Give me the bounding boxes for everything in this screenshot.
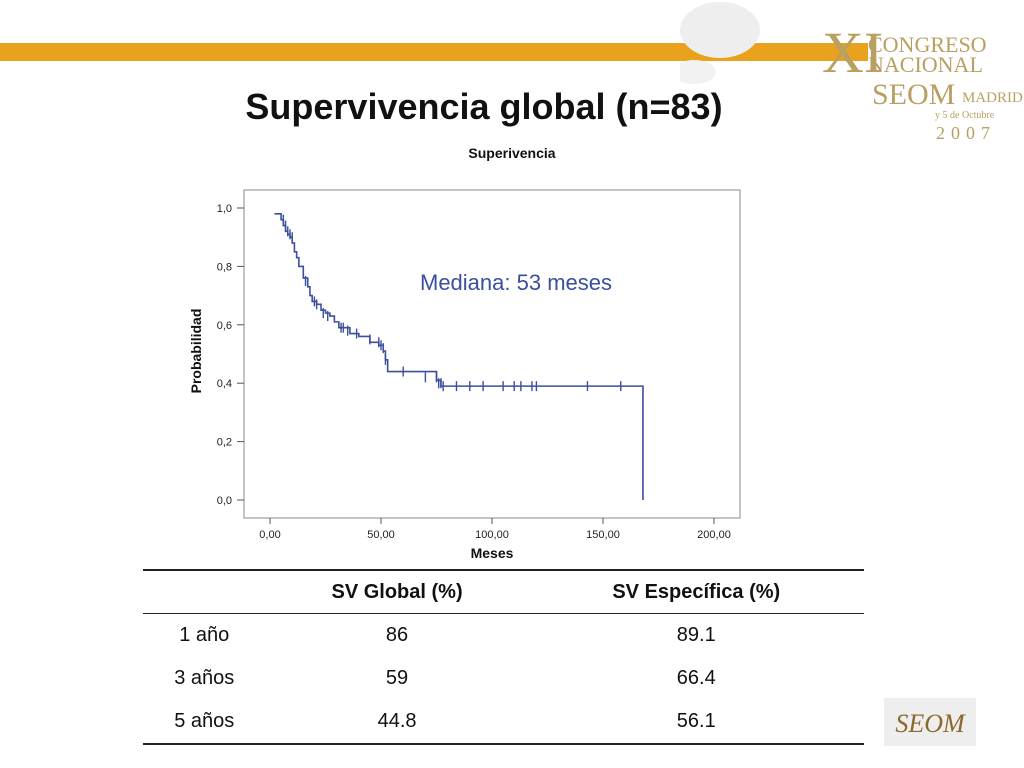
- chart-title: Superivencia: [468, 145, 555, 161]
- table-cell: 1 año: [179, 624, 230, 646]
- table-header-row: SV Global (%) SV Específica (%): [143, 569, 864, 614]
- slide-title: Supervivencia global (n=83): [245, 86, 723, 127]
- plot-frame: [243, 189, 741, 519]
- header-accent-bar: [0, 43, 868, 61]
- y-tick-label: 0,6: [217, 320, 232, 332]
- x-tick-label: 200,00: [697, 529, 731, 541]
- y-tick-label: 0,8: [217, 261, 232, 273]
- table-header-cell: SV Global (%): [265, 569, 529, 614]
- congress-line2: NACIONAL: [868, 52, 983, 77]
- table-row: 5 años 44.8 56.1: [143, 700, 864, 745]
- x-tick-label: 0,00: [259, 529, 280, 541]
- table-cell: 59: [385, 667, 409, 689]
- congress-line5: 2007: [936, 123, 996, 143]
- seom-logo-text: SEOM: [895, 709, 966, 738]
- y-tick-label: 0,0: [217, 495, 232, 507]
- congress-line4: y 5 de Octubre: [935, 110, 995, 121]
- axes: 0,00 50,00 100,00 150,00 200,00 0,0 0,2 0,4 0,6 0…: [217, 203, 731, 541]
- y-tick-label: 0,2: [217, 437, 232, 449]
- table-row: 3 años 59 66.4: [143, 657, 864, 700]
- logo-ornament: [680, 60, 716, 84]
- median-annotation: Mediana: 53 meses: [420, 270, 612, 295]
- y-axis-label: Probabilidad: [188, 309, 204, 394]
- table-cell: 3 años: [174, 667, 235, 689]
- x-tick-label: 100,00: [475, 529, 509, 541]
- y-tick-label: 1,0: [217, 203, 232, 215]
- congress-logo: XI CONGRESO NACIONAL SEOM MADRID y 5 de …: [680, 2, 1023, 143]
- table-row: 1 año 86 89.1: [143, 614, 864, 658]
- congress-line1: CONGRESO: [868, 32, 987, 57]
- table-cell: 5 años: [143, 700, 266, 745]
- survival-table: SV Global (%) SV Específica (%) 1 año 86…: [143, 569, 864, 745]
- congress-numeral: XI: [822, 20, 883, 85]
- table-cell: 86: [385, 624, 409, 646]
- table-cell: 89.1: [676, 624, 716, 646]
- table-header-cell: SV Específica (%): [528, 569, 864, 614]
- y-tick-label: 0,4: [217, 378, 232, 390]
- x-axis-label: Meses: [471, 545, 514, 561]
- x-tick-label: 150,00: [586, 529, 620, 541]
- seom-logo: SEOM: [884, 698, 976, 746]
- table-cell: 44.8: [265, 700, 529, 745]
- table-cell: 56.1: [528, 700, 864, 745]
- congress-line3: SEOM: [872, 78, 955, 111]
- seom-logo-mark: SEOM: [895, 709, 966, 738]
- x-tick-label: 50,00: [367, 529, 395, 541]
- table-header-cell: [143, 569, 266, 614]
- table-cell: 66.4: [676, 667, 716, 689]
- censor-marks: [282, 214, 622, 392]
- congress-line3b: MADRID: [962, 90, 1023, 106]
- logo-ornament: [680, 2, 760, 58]
